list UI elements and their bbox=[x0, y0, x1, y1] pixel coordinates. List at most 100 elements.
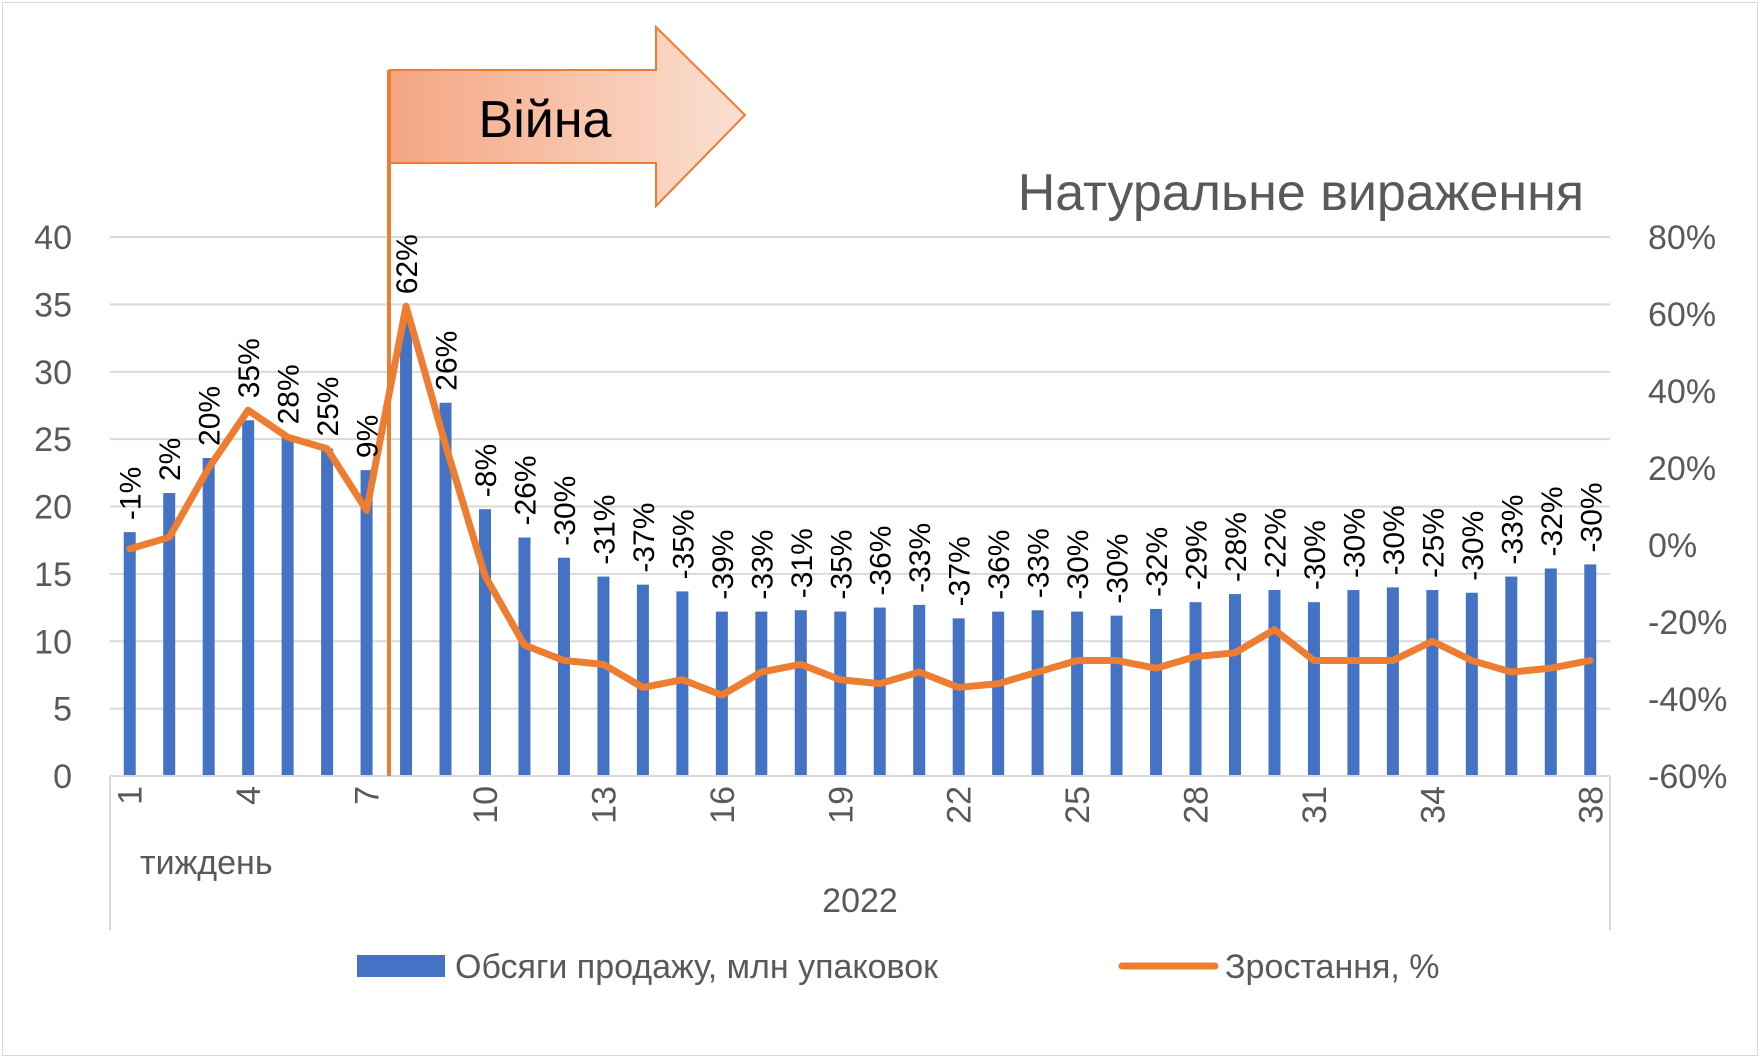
growth-data-label: 20% bbox=[194, 386, 227, 446]
line-layer bbox=[126, 302, 1594, 699]
bar bbox=[242, 420, 255, 776]
growth-data-label: -37% bbox=[628, 503, 661, 573]
grid-layer bbox=[110, 236, 1610, 710]
bar bbox=[1426, 590, 1439, 776]
bar bbox=[834, 611, 847, 776]
bar bbox=[281, 436, 294, 776]
growth-data-label: 62% bbox=[391, 234, 424, 294]
bar bbox=[1229, 594, 1241, 776]
growth-data-label: -29% bbox=[1181, 520, 1214, 590]
y-left-tick-label: 10 bbox=[34, 623, 72, 661]
x-tick-label: 31 bbox=[1296, 786, 1334, 824]
growth-data-label: -22% bbox=[1259, 508, 1292, 578]
axis-layer: 0 5 10 15 20 25 30 35 40 -60% -40% -20% 0% 20% 40% 60% 8… bbox=[34, 219, 1727, 930]
y-left-tick-label: 15 bbox=[34, 556, 72, 594]
growth-data-label: 35% bbox=[233, 338, 266, 398]
war-annotation: Війна bbox=[387, 24, 747, 776]
bar bbox=[1189, 602, 1202, 776]
y-left-tick-label: 40 bbox=[34, 219, 72, 257]
bar bbox=[1347, 590, 1360, 776]
growth-data-label: 26% bbox=[431, 331, 464, 391]
war-label: Війна bbox=[479, 91, 612, 149]
bar bbox=[794, 610, 807, 776]
growth-data-label: -30% bbox=[549, 476, 582, 546]
y-left-tick-label: 0 bbox=[53, 758, 72, 796]
growth-data-label: -30% bbox=[1378, 505, 1411, 575]
growth-data-label: -32% bbox=[1536, 486, 1569, 556]
growth-data-label: -39% bbox=[707, 530, 740, 600]
y-left-tick-label: 30 bbox=[34, 354, 72, 392]
y-left-tick-label: 5 bbox=[53, 691, 72, 729]
growth-data-label: -33% bbox=[904, 523, 937, 593]
x-tick-label: 10 bbox=[467, 786, 505, 824]
x-tick-label: 16 bbox=[704, 786, 742, 824]
legend-bar-label: Обсяги продажу, млн упаковок bbox=[455, 948, 939, 986]
x-tick-label: 1 bbox=[112, 786, 150, 805]
y-right-tick-label: -60% bbox=[1648, 758, 1727, 796]
x-tick-label: 13 bbox=[585, 786, 623, 824]
growth-data-label: -30% bbox=[1062, 530, 1095, 600]
growth-data-label: 25% bbox=[312, 377, 345, 437]
y-right-tick-label: 60% bbox=[1648, 296, 1716, 334]
bar bbox=[1110, 615, 1123, 776]
legend-bar-swatch bbox=[357, 955, 445, 977]
y-right-tick-label: -20% bbox=[1648, 604, 1727, 642]
bar bbox=[321, 448, 334, 776]
bar bbox=[439, 402, 452, 776]
growth-data-label: -28% bbox=[1220, 512, 1253, 582]
bar bbox=[913, 604, 926, 776]
bar bbox=[1268, 590, 1281, 776]
growth-data-label: -36% bbox=[983, 530, 1016, 600]
y-right-tick-label: 80% bbox=[1648, 219, 1716, 257]
growth-data-label: -30% bbox=[1575, 482, 1608, 552]
legend: Обсяги продажу, млн упаковок Зростання, … bbox=[357, 948, 1440, 986]
growth-data-label: -31% bbox=[588, 495, 621, 565]
data-label-layer: -1%2%20%35% 28% 25% 9%62%26%-8% -26% -30% -31%… bbox=[115, 234, 1609, 606]
growth-data-label: -35% bbox=[825, 530, 858, 600]
growth-data-label: -30% bbox=[1299, 520, 1332, 590]
growth-data-label: -33% bbox=[1023, 528, 1056, 598]
bar bbox=[202, 457, 215, 776]
bar bbox=[1150, 608, 1163, 776]
bar bbox=[755, 611, 768, 776]
x-tick-label: 38 bbox=[1572, 786, 1610, 824]
growth-data-label: -1% bbox=[115, 467, 148, 520]
bar bbox=[636, 584, 649, 776]
bar-layer bbox=[123, 317, 1597, 776]
bar bbox=[952, 618, 965, 776]
bar bbox=[360, 470, 373, 776]
y-left-tick-label: 25 bbox=[34, 421, 72, 459]
growth-data-label: 9% bbox=[352, 415, 385, 458]
growth-line bbox=[126, 302, 1594, 699]
y-right-tick-label: 0% bbox=[1648, 527, 1697, 565]
bar bbox=[1584, 564, 1597, 776]
growth-data-label: 28% bbox=[273, 364, 306, 424]
x-axis-group-label: тиждень bbox=[140, 844, 273, 882]
bar bbox=[1505, 576, 1518, 776]
bar bbox=[1386, 587, 1399, 776]
bar bbox=[518, 537, 531, 776]
growth-data-label: -32% bbox=[1141, 527, 1174, 597]
x-tick-label: 19 bbox=[822, 786, 860, 824]
year-label: 2022 bbox=[822, 882, 898, 920]
x-tick-label: 28 bbox=[1178, 786, 1216, 824]
legend-line-label: Зростання, % bbox=[1225, 948, 1440, 986]
growth-data-label: -33% bbox=[746, 530, 779, 600]
bar bbox=[992, 611, 1005, 776]
bar bbox=[1465, 592, 1478, 776]
y-left-tick-label: 20 bbox=[34, 489, 72, 527]
bar bbox=[1307, 602, 1320, 776]
growth-data-label: 2% bbox=[154, 438, 187, 481]
bar bbox=[873, 607, 886, 776]
y-right-tick-label: 20% bbox=[1648, 450, 1716, 488]
bar bbox=[1071, 611, 1084, 776]
growth-data-label: -36% bbox=[865, 526, 898, 596]
growth-data-label: -31% bbox=[786, 528, 819, 598]
growth-data-label: -35% bbox=[667, 509, 700, 579]
bar bbox=[400, 317, 413, 776]
war-arrow-shape bbox=[389, 24, 747, 209]
x-tick-label: 7 bbox=[349, 786, 387, 805]
chart-subtitle: Натуральне вираження bbox=[1018, 164, 1584, 222]
